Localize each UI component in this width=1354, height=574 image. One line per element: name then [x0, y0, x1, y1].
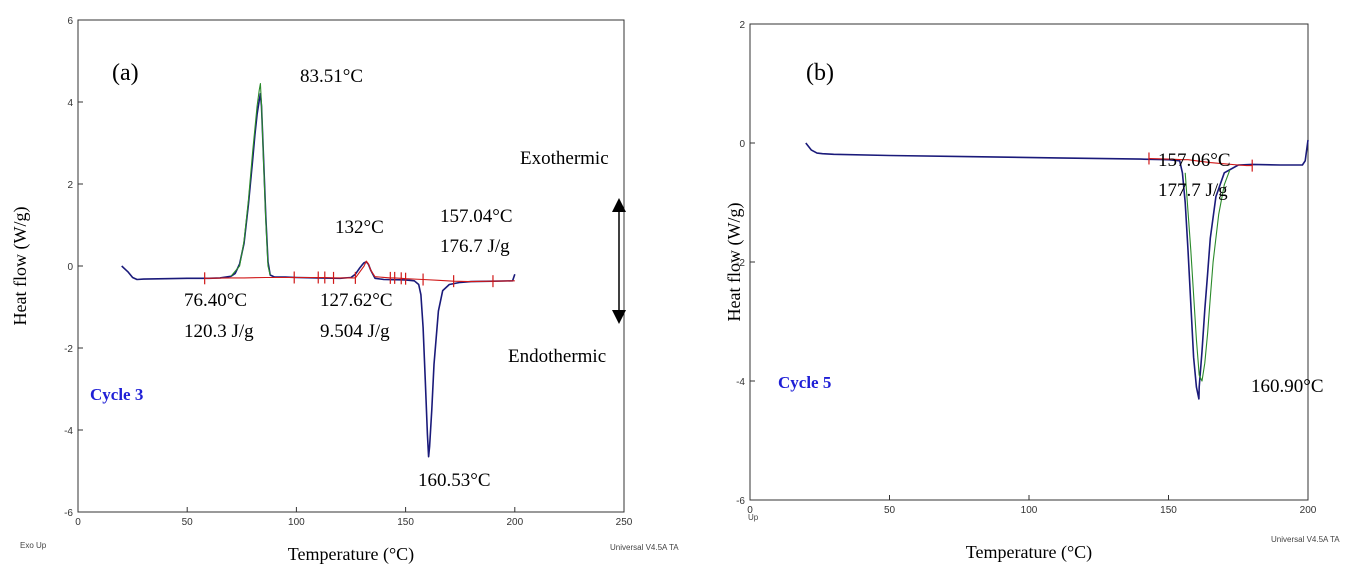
cycle-label: Cycle 3: [90, 385, 143, 404]
y-tick-label: -6: [736, 496, 745, 507]
peak-annotation-temp: 76.40°C: [184, 290, 247, 311]
exo-label: Exo Up: [20, 541, 47, 550]
exo-label: Up: [748, 513, 759, 522]
y-tick-label: 2: [67, 180, 73, 191]
cycle-label: Cycle 5: [778, 373, 831, 392]
series-line-0: [805, 139, 1309, 400]
peak-annotation: 83.51°C: [300, 66, 363, 87]
peak-annotation: 132°C: [335, 217, 384, 238]
y-tick-label: -6: [64, 508, 73, 519]
peak-annotation-enthalpy: 120.3 J/g: [184, 321, 254, 342]
exothermic-label: Exothermic: [520, 148, 609, 169]
plot-frame: [749, 23, 1309, 501]
x-tick-label: 50: [884, 505, 896, 516]
series-line-1: [1184, 169, 1231, 382]
series-line-2: [204, 260, 515, 283]
dsc-chart-cycle-5: 0 50 100 150 200 -6 -4 -2 0 2 Temperature (°C) Heat…: [724, 20, 1340, 563]
y-tick-label: 6: [67, 16, 73, 27]
endothermic-label: Endothermic: [508, 346, 606, 367]
peak-annotation-temp: 157.06°C: [1158, 150, 1231, 171]
y-tick-label: -4: [64, 426, 73, 437]
y-axis-title: Heat flow (W/g): [724, 203, 745, 322]
y-tick-label: 2: [739, 20, 745, 31]
peak-annotation-temp: 157.04°C: [440, 206, 513, 227]
x-tick-label: 150: [397, 517, 414, 528]
x-tick-label: 200: [506, 517, 523, 528]
y-tick-label: 4: [67, 98, 73, 109]
x-tick-label: 50: [182, 517, 194, 528]
x-tick-label: 150: [1160, 505, 1177, 516]
y-tick-label: 0: [67, 262, 73, 273]
series-line-2: [1148, 157, 1253, 167]
plot-frame: [77, 19, 625, 513]
peak-annotation: 160.53°C: [418, 470, 491, 491]
direction-arrow-up: [612, 198, 626, 212]
chart-panel-b: 0 50 100 150 200 -6 -4 -2 0 2 Temperature (°C) Heat…: [688, 0, 1354, 569]
instrument-footer: Universal V4.5A TA Instruments: [610, 543, 680, 552]
series-line-1: [230, 83, 271, 277]
y-tick-label: -2: [736, 258, 745, 269]
y-axis-title: Heat flow (W/g): [10, 207, 31, 326]
panel-label: (b): [806, 60, 834, 86]
instrument-footer: Universal V4.5A TA: [1271, 535, 1340, 544]
peak-annotation-enthalpy: 9.504 J/g: [320, 321, 390, 342]
x-tick-label: 250: [616, 517, 633, 528]
peak-annotation-enthalpy: 177.7 J/g: [1158, 180, 1228, 201]
chart-panel-a: 0 50 100 150 200 250 -6 -4 -2 0 2 4 6 Temperature (°C…: [0, 0, 722, 569]
x-tick-label: 100: [1021, 505, 1038, 516]
panel-label: (a): [112, 60, 139, 86]
x-tick-label: 0: [747, 505, 753, 516]
peak-annotation-temp: 127.62°C: [320, 290, 393, 311]
peak-annotation-enthalpy: 176.7 J/g: [440, 236, 510, 257]
dsc-chart-cycle-3: 0 50 100 150 200 250 -6 -4 -2 0 2 4 6 Temperature (°C…: [10, 16, 722, 565]
y-tick-label: 0: [739, 139, 745, 150]
x-tick-label: 0: [75, 517, 81, 528]
peak-annotation: 160.90°C: [1251, 376, 1324, 397]
y-tick-label: -2: [64, 344, 73, 355]
y-tick-label: -4: [736, 377, 745, 388]
x-tick-label: 100: [288, 517, 305, 528]
direction-arrow-down: [612, 310, 626, 324]
x-axis-title: Temperature (°C): [966, 542, 1092, 563]
x-tick-label: 200: [1300, 505, 1317, 516]
x-axis-title: Temperature (°C): [288, 544, 414, 565]
